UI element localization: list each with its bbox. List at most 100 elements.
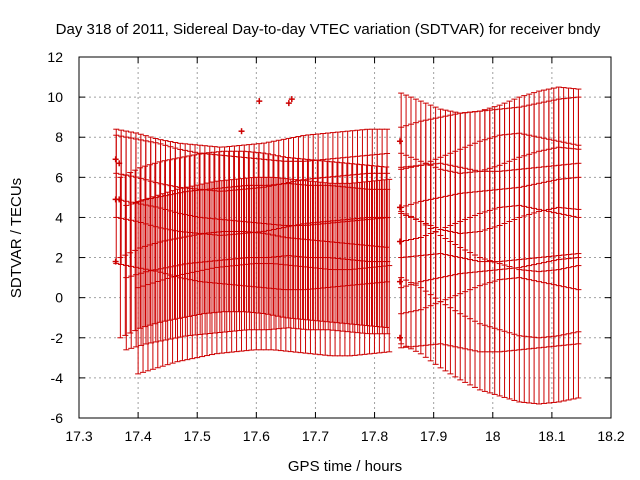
data-point [292,179,299,353]
data-point [386,178,393,353]
data-point [550,269,557,403]
data-point [174,188,181,363]
data-point [457,247,464,381]
data-point [526,270,533,404]
x-tick-label: 17.8 [361,428,388,444]
data-point [486,260,493,394]
data-point [122,174,129,336]
data-point [312,181,319,355]
data-series [112,86,582,405]
data-point [555,269,562,403]
isolated-point [396,334,403,341]
data-point [376,179,383,354]
x-tick-label: 18.2 [597,428,624,444]
series-track-3 [117,150,390,339]
y-tick-label: -6 [51,410,64,426]
x-tick-label: 18 [485,428,501,444]
data-point [132,169,139,332]
data-point [154,194,161,369]
data-point [208,181,215,356]
data-point [442,237,449,372]
x-tick-label: 17.7 [302,428,329,444]
isolated-point [396,204,403,211]
data-point [408,215,415,350]
y-tick-label: -4 [51,370,64,386]
data-point [117,176,124,339]
plot-frame [78,56,612,419]
data-point [540,270,547,404]
data-point [135,200,142,375]
data-point [184,186,191,361]
series-track-5 [135,176,393,375]
x-axis-label: GPS time / hours [288,458,402,475]
data-point [223,179,230,354]
data-point [218,180,225,354]
data-point [506,266,513,400]
data-point [501,264,508,398]
data-point [565,267,572,401]
data-point [233,178,240,353]
data-point [282,178,289,352]
x-tick-label: 17.4 [124,428,151,444]
y-tick-label: 12 [47,49,63,65]
y-tick-label: 0 [55,290,63,306]
isolated-point [112,156,119,163]
y-axis-label: SDTVAR / TECUs [8,178,25,298]
data-point [351,182,358,356]
isolated-point [116,160,123,167]
isolated-point [256,98,263,105]
data-point [422,224,429,358]
isolated-points [112,96,403,341]
y-tick-label: -2 [51,330,64,346]
data-point [307,180,314,355]
data-point [481,258,488,392]
data-point [417,220,424,355]
x-tick-label: 17.9 [420,428,447,444]
data-point [123,204,130,351]
axis-ticks: 17.3 17.4 17.5 17.6 17.7 17.8 17.9 18 18.1 18.2 -6… [47,49,624,444]
data-point [159,193,166,367]
data-point [545,270,552,404]
data-point [521,269,528,403]
data-point [179,187,186,362]
data-point [128,203,135,349]
isolated-point [288,96,295,103]
isolated-point [396,238,403,245]
data-point [476,257,483,391]
data-point [472,254,479,388]
data-point [516,269,523,403]
data-point [403,213,410,347]
isolated-point [285,100,292,107]
data-point [140,199,147,373]
data-point [228,179,235,353]
data-point [531,270,538,404]
x-tick-label: 17.5 [184,428,211,444]
data-point [144,197,151,372]
data-point [570,266,577,400]
data-point [213,180,220,355]
series-track-4 [123,182,391,351]
y-tick-label: 10 [47,89,63,105]
data-point [371,180,378,354]
data-point [243,177,250,352]
data-point [575,265,582,399]
data-point [322,182,329,356]
data-point [272,177,279,351]
isolated-point [116,196,123,203]
data-point [317,181,324,356]
data-point [164,191,171,366]
data-point [447,240,454,375]
data-point [432,231,439,365]
data-point [412,218,419,352]
data-point [194,184,201,359]
data-point [560,268,567,402]
y-tick-label: 8 [55,129,63,145]
data-point [287,178,294,353]
data-point [452,244,459,378]
data-point [238,178,245,352]
x-tick-label: 17.6 [243,428,270,444]
data-point [462,249,469,383]
data-point [199,183,206,358]
x-tick-label: 17.3 [65,428,92,444]
